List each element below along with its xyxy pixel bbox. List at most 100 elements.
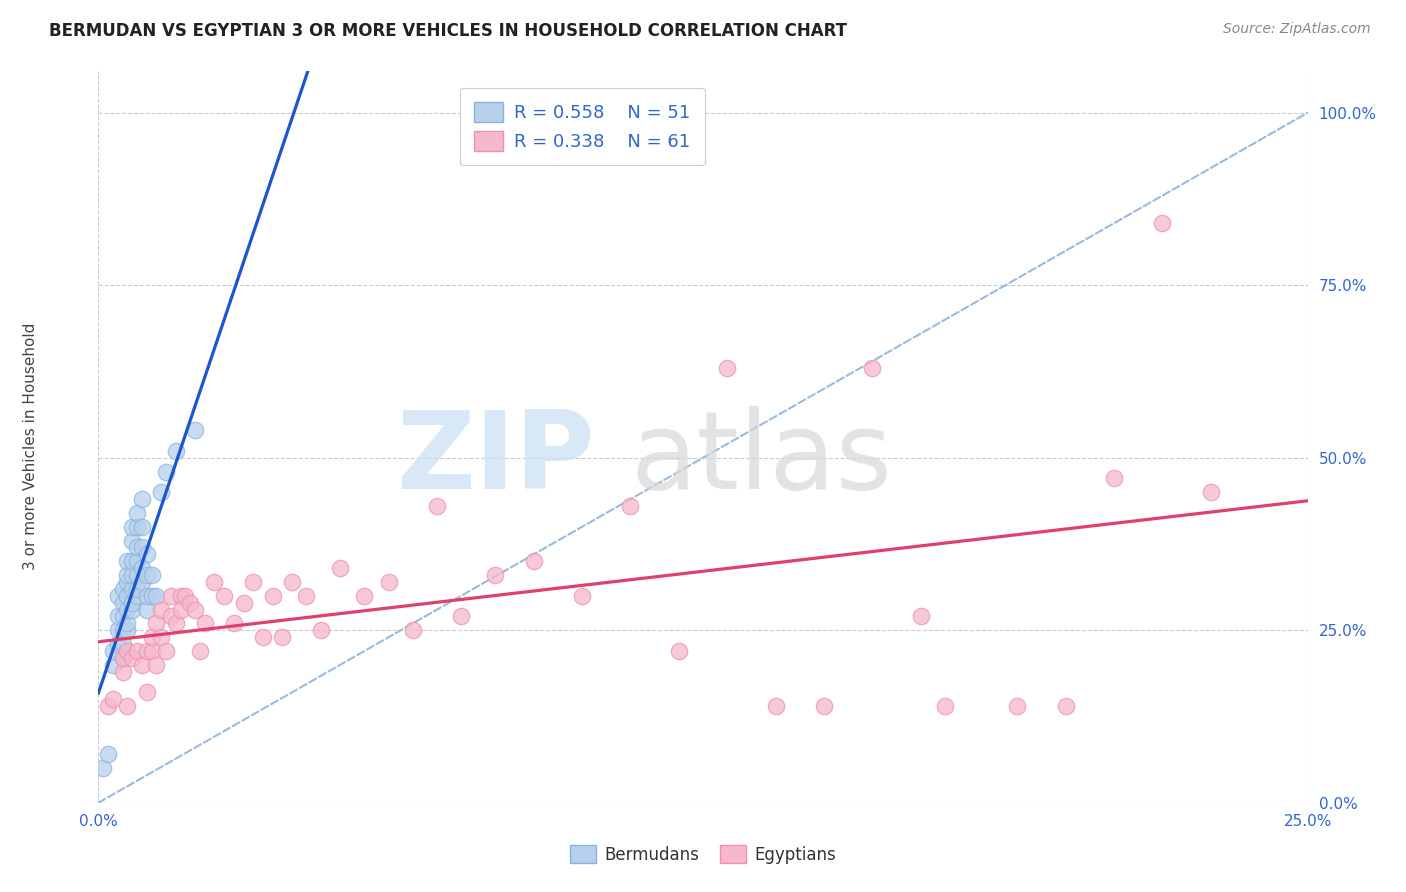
- Point: [242, 574, 264, 589]
- Point: [716, 361, 738, 376]
- Point: [131, 492, 153, 507]
- Point: [165, 616, 187, 631]
- Point: [145, 589, 167, 603]
- Legend: Bermudans, Egyptians: Bermudans, Egyptians: [562, 838, 844, 871]
- Point: [111, 637, 134, 651]
- Point: [111, 651, 134, 665]
- Text: 3 or more Vehicles in Household: 3 or more Vehicles in Household: [24, 322, 38, 570]
- Point: [107, 624, 129, 638]
- Point: [571, 589, 593, 603]
- Point: [150, 630, 173, 644]
- Point: [160, 609, 183, 624]
- Point: [121, 651, 143, 665]
- Point: [141, 630, 163, 644]
- Point: [212, 589, 235, 603]
- Point: [127, 589, 149, 603]
- Point: [141, 568, 163, 582]
- Point: [135, 548, 157, 562]
- Point: [135, 685, 157, 699]
- Point: [309, 624, 332, 638]
- Point: [619, 499, 641, 513]
- Point: [934, 699, 956, 714]
- Point: [127, 506, 149, 520]
- Point: [484, 568, 506, 582]
- Point: [135, 568, 157, 582]
- Point: [117, 568, 139, 582]
- Point: [117, 699, 139, 714]
- Point: [1102, 471, 1125, 485]
- Point: [121, 582, 143, 596]
- Point: [155, 465, 177, 479]
- Point: [131, 520, 153, 534]
- Text: atlas: atlas: [630, 406, 893, 512]
- Point: [668, 644, 690, 658]
- Point: [813, 699, 835, 714]
- Point: [117, 602, 139, 616]
- Point: [101, 657, 124, 672]
- Point: [97, 747, 120, 762]
- Point: [184, 602, 207, 616]
- Point: [107, 589, 129, 603]
- Point: [295, 589, 318, 603]
- Point: [155, 644, 177, 658]
- Point: [111, 582, 134, 596]
- Point: [232, 596, 254, 610]
- Point: [117, 574, 139, 589]
- Point: [101, 692, 124, 706]
- Point: [111, 651, 134, 665]
- Point: [1007, 699, 1029, 714]
- Point: [281, 574, 304, 589]
- Point: [127, 554, 149, 568]
- Point: [165, 443, 187, 458]
- Point: [169, 589, 191, 603]
- Legend: R = 0.558    N = 51, R = 0.338    N = 61: R = 0.558 N = 51, R = 0.338 N = 61: [460, 87, 704, 165]
- Point: [160, 589, 183, 603]
- Point: [1152, 216, 1174, 230]
- Point: [127, 541, 149, 555]
- Point: [188, 644, 211, 658]
- Text: ZIP: ZIP: [395, 406, 595, 512]
- Point: [450, 609, 472, 624]
- Point: [145, 657, 167, 672]
- Point: [111, 665, 134, 679]
- Point: [523, 554, 546, 568]
- Point: [1054, 699, 1077, 714]
- Point: [121, 596, 143, 610]
- Point: [117, 554, 139, 568]
- Point: [135, 602, 157, 616]
- Point: [121, 602, 143, 616]
- Point: [131, 657, 153, 672]
- Point: [111, 624, 134, 638]
- Point: [910, 609, 932, 624]
- Point: [117, 624, 139, 638]
- Point: [117, 589, 139, 603]
- Point: [150, 485, 173, 500]
- Point: [111, 609, 134, 624]
- Point: [121, 554, 143, 568]
- Point: [169, 602, 191, 616]
- Point: [117, 616, 139, 631]
- Point: [111, 596, 134, 610]
- Point: [329, 561, 352, 575]
- Point: [150, 602, 173, 616]
- Point: [117, 644, 139, 658]
- Text: BERMUDAN VS EGYPTIAN 3 OR MORE VEHICLES IN HOUSEHOLD CORRELATION CHART: BERMUDAN VS EGYPTIAN 3 OR MORE VEHICLES …: [49, 22, 848, 40]
- Point: [1199, 485, 1222, 500]
- Point: [131, 574, 153, 589]
- Point: [107, 609, 129, 624]
- Point: [97, 699, 120, 714]
- Point: [174, 589, 197, 603]
- Point: [426, 499, 449, 513]
- Point: [127, 582, 149, 596]
- Point: [131, 541, 153, 555]
- Point: [121, 520, 143, 534]
- Point: [194, 616, 217, 631]
- Point: [184, 423, 207, 437]
- Point: [402, 624, 425, 638]
- Point: [135, 589, 157, 603]
- Point: [765, 699, 787, 714]
- Point: [121, 533, 143, 548]
- Point: [135, 644, 157, 658]
- Point: [107, 637, 129, 651]
- Point: [127, 520, 149, 534]
